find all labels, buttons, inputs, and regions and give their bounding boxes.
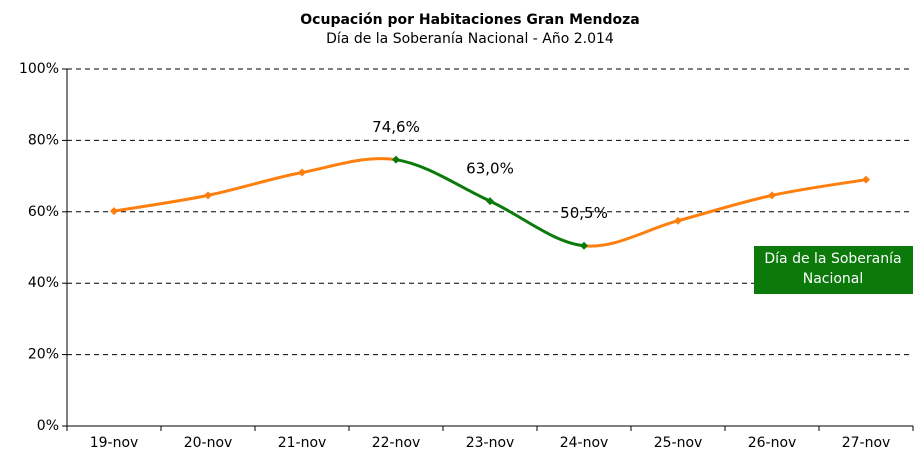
point (486, 197, 494, 206)
point (204, 191, 212, 200)
point (298, 168, 306, 177)
annotation-text: Día de la Soberanía (764, 251, 901, 267)
x-tick-label: 27-nov (842, 435, 891, 451)
data-label: 63,0% (466, 160, 514, 178)
y-tick-label: 0% (37, 418, 59, 434)
x-tick-label: 22-nov (372, 435, 421, 451)
data-label: 74,6% (372, 118, 420, 136)
line (113, 157, 397, 213)
point (674, 216, 682, 225)
chart-title: Ocupación por Habitaciones Gran Mendoza (300, 12, 639, 28)
y-tick-label: 40% (28, 275, 59, 291)
point (768, 191, 776, 200)
annotation-box (754, 246, 913, 294)
chart-subtitle: Día de la Soberanía Nacional - Año 2.014 (326, 31, 614, 47)
x-tick-label: 26-nov (748, 435, 797, 451)
point (862, 175, 870, 184)
y-tick-label: 20% (28, 347, 59, 363)
x-tick-label: 19-nov (90, 435, 139, 451)
y-tick-label: 80% (28, 132, 59, 148)
data-label: 50,5% (560, 204, 608, 222)
point (392, 155, 400, 164)
x-tick-label: 20-nov (184, 435, 233, 451)
y-tick-label: 100% (19, 61, 59, 77)
point (580, 241, 588, 250)
x-tick-label: 23-nov (466, 435, 515, 451)
line (583, 178, 867, 248)
x-tick-label: 21-nov (278, 435, 327, 451)
x-tick-label: 24-nov (560, 435, 609, 451)
y-tick-label: 60% (28, 204, 59, 220)
point (110, 207, 118, 216)
x-tick-label: 25-nov (654, 435, 703, 451)
annotation-text: Nacional (803, 271, 864, 287)
